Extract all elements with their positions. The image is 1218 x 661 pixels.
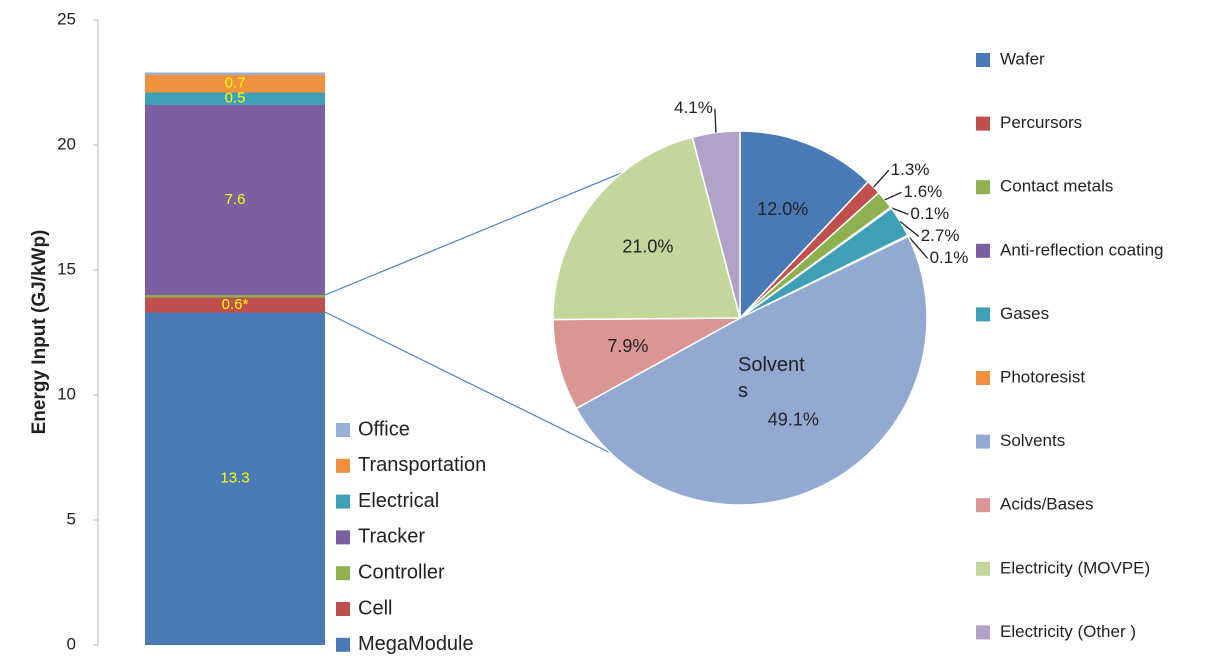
y-tick-label: 0 (67, 634, 76, 653)
legend-swatch (976, 53, 990, 67)
legend-label: Electricity (Other ) (1000, 622, 1136, 641)
y-tick-label: 5 (67, 509, 76, 528)
bar-segment (145, 72, 325, 75)
data-label: 21.0% (622, 236, 673, 256)
data-label: 7.6 (225, 191, 246, 208)
zoom-line (324, 154, 666, 296)
y-tick-label: 15 (57, 259, 76, 278)
legend-swatch (336, 637, 350, 652)
legend-label: Office (358, 418, 410, 440)
legend-swatch (976, 371, 990, 385)
zoom-line (324, 311, 636, 466)
pie-annotation: Solvent s (738, 354, 805, 402)
legend-swatch (976, 625, 990, 640)
legend-label: Electrical (358, 490, 439, 512)
legend-label: Electricity (MOVPE) (1000, 558, 1150, 577)
bar-segment (145, 312, 325, 645)
data-label: 1.3% (891, 160, 930, 179)
legend-swatch (976, 498, 990, 513)
pie-slice (552, 317, 741, 410)
legend-swatch (336, 566, 350, 581)
legend-label: Anti-reflection coating (1000, 240, 1163, 259)
legend-label: Percursors (1000, 113, 1082, 132)
data-label: 0.6* (222, 296, 249, 313)
y-tick-label: 10 (57, 384, 76, 403)
legend-swatch (976, 180, 990, 195)
data-label: 13.3 (220, 470, 249, 487)
data-label: 12.0% (757, 199, 808, 219)
pie-slice (691, 130, 741, 319)
data-label: 4.1% (674, 98, 713, 117)
legend-label: Gases (1000, 304, 1049, 323)
legend-swatch (976, 243, 990, 258)
bar-segment (145, 105, 325, 295)
legend-swatch (336, 602, 350, 616)
legend-swatch (336, 530, 350, 545)
legend-label: Controller (358, 561, 445, 583)
data-label: 1.6% (904, 182, 943, 201)
leader-line (907, 235, 929, 259)
leader-line (714, 108, 717, 133)
legend-label: Transportation (358, 454, 486, 476)
bar-segment (145, 297, 325, 313)
y-tick-label: 20 (57, 134, 76, 153)
data-label: 0.1% (930, 248, 969, 267)
legend-label: Tracker (358, 526, 425, 548)
data-label: 0.5 (225, 90, 246, 107)
legend-label: MegaModule (358, 633, 474, 655)
legend-label: Acids/Bases (1000, 495, 1094, 514)
data-label: 7.9% (607, 336, 648, 356)
data-label: 0.1% (910, 204, 949, 223)
legend-swatch (976, 116, 990, 131)
legend-swatch (336, 423, 350, 437)
leader-line (890, 207, 909, 215)
legend-label: Wafer (1000, 49, 1045, 68)
bar-segment (145, 92, 325, 105)
pie-slice (552, 136, 741, 321)
legend-swatch (976, 561, 990, 576)
leader-line (884, 191, 902, 201)
legend-swatch (976, 307, 990, 322)
legend-label: Photoresist (1000, 367, 1085, 386)
data-label: 49.1% (768, 410, 819, 430)
bar-segment (145, 295, 325, 298)
leader-line (899, 220, 920, 237)
pie-slice (739, 130, 870, 320)
legend-swatch (976, 434, 990, 449)
pie-slice (575, 235, 928, 506)
legend-swatch (336, 494, 350, 509)
data-label: 2.7% (921, 226, 960, 245)
legend-swatch (336, 458, 350, 473)
bar-segment (145, 75, 325, 93)
legend-label: Contact metals (1000, 177, 1113, 196)
y-axis-title: Energy Input (GJ/kWp) (29, 230, 50, 435)
data-label: 0.7 (225, 75, 246, 92)
y-tick-label: 25 (57, 9, 76, 28)
leader-line (873, 169, 890, 188)
legend-label: Cell (358, 597, 392, 619)
legend-label: Solvents (1000, 431, 1065, 450)
